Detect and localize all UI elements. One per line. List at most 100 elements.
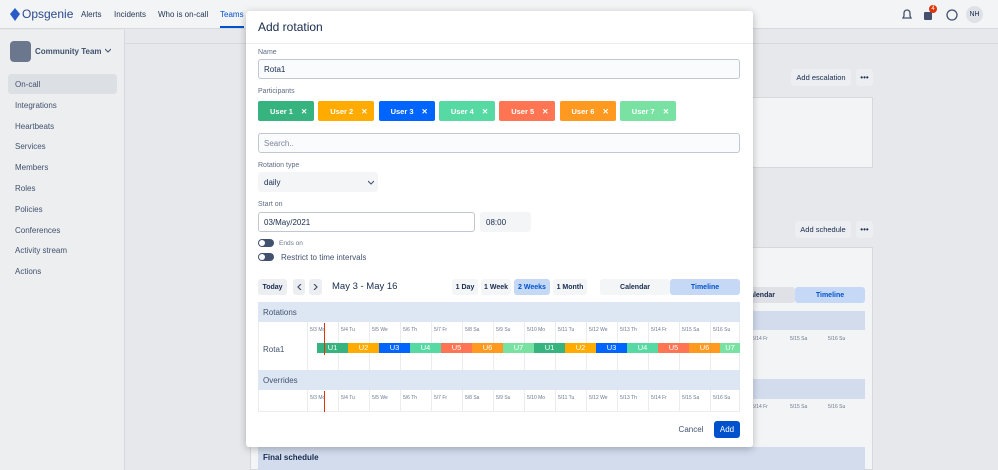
participant-name: User 5 <box>511 106 535 116</box>
remove-icon[interactable]: ✕ <box>481 106 489 116</box>
day-label: 5/8 Sa <box>465 327 480 333</box>
view-tab[interactable]: Calendar <box>600 279 670 295</box>
remove-icon[interactable]: ✕ <box>542 106 549 116</box>
sidebar-item[interactable]: Integrations <box>15 100 57 110</box>
next-button[interactable] <box>309 279 322 295</box>
participant-chip[interactable]: User 6 ✕ <box>559 101 616 121</box>
sidebar-item[interactable]: On-call <box>8 74 117 94</box>
start-date-input[interactable]: 03/May/2021 <box>258 212 475 232</box>
sidebar-item[interactable]: Services <box>15 142 46 152</box>
participant-chip[interactable]: User 4 ✕ <box>438 101 495 121</box>
nav-item[interactable]: Alerts <box>81 10 102 19</box>
remove-icon[interactable]: ✕ <box>421 106 428 116</box>
chevron <box>105 48 111 53</box>
timeline-tab[interactable]: Timeline <box>795 287 865 303</box>
period-button[interactable]: 2 Weeks <box>514 279 550 295</box>
shift-bar: U5 <box>658 343 689 353</box>
shift-bar: U1 <box>534 343 565 353</box>
shift-bar: U7 <box>503 343 534 353</box>
participant-chip[interactable]: User 7 ✕ <box>619 101 676 121</box>
add-schedule-button[interactable]: Add schedule <box>795 221 851 238</box>
avatar[interactable]: NH <box>966 6 983 23</box>
participant-chip[interactable]: User 5 ✕ <box>499 101 556 121</box>
now-line <box>324 391 325 412</box>
date-label: 5/15 Sa <box>790 336 808 342</box>
today-button[interactable]: Today <box>258 279 287 295</box>
cancel-button[interactable]: Cancel <box>673 421 709 438</box>
grid-line <box>679 390 680 412</box>
sidebar-item[interactable]: Roles <box>15 184 36 193</box>
nav-item[interactable]: Who is on-call <box>158 10 209 19</box>
view-tab[interactable]: Timeline <box>670 279 740 295</box>
search-input[interactable]: Search.. <box>258 133 740 153</box>
participant-chip[interactable]: User 1 ✕ <box>258 101 314 121</box>
grid-line <box>400 390 401 412</box>
logo: Opsgenie <box>22 7 74 21</box>
grid-line <box>307 322 308 370</box>
day-label: 5/11 Tu <box>558 395 575 401</box>
participant-name: User 6 <box>571 106 595 116</box>
sidebar-item[interactable]: Heartbeats <box>15 121 55 131</box>
day-label: 5/9 Su <box>496 327 511 333</box>
date-range: May 3 - May 16 <box>332 281 398 292</box>
more-button[interactable]: ••• <box>856 221 873 238</box>
name-input[interactable]: Rota1 <box>258 59 740 79</box>
day-label: 5/10 Mo <box>527 327 546 333</box>
participant-chip[interactable]: User 3 ✕ <box>378 101 435 121</box>
day-label: 5/7 Fr <box>434 395 448 401</box>
day-label: 5/3 Mo <box>310 395 326 401</box>
grid-line <box>462 390 463 412</box>
final-schedule: Final schedule <box>258 447 865 470</box>
sidebar-item[interactable]: Actions <box>15 267 42 277</box>
day-label: 5/13 Th <box>620 327 637 333</box>
day-label: 5/15 Sa <box>682 395 700 401</box>
sidebar-item[interactable]: Conferences <box>15 225 61 235</box>
overrides-header: Overrides <box>258 370 740 390</box>
day-label: 5/16 Su <box>713 395 731 401</box>
day-label: 5/14 Fr <box>651 327 667 333</box>
date-label: 5/16 Su <box>828 404 846 410</box>
date-label: 5/14 Fr <box>752 336 768 342</box>
start-time-input[interactable]: 08:00 <box>480 212 531 232</box>
shift-bar: U6 <box>689 343 720 353</box>
participant-name: User 2 <box>330 106 354 116</box>
prev-button[interactable] <box>293 279 305 295</box>
divider <box>246 43 753 44</box>
sidebar-item[interactable]: Policies <box>15 204 43 214</box>
add-button[interactable]: Add <box>714 421 740 438</box>
restrict-label: Restrict to time intervals <box>281 253 367 262</box>
shift-bar: U4 <box>627 343 658 353</box>
shift-bar: U4 <box>410 343 441 353</box>
grid-line <box>307 390 308 412</box>
grid-line <box>493 390 494 412</box>
participant-chip[interactable]: User 2 ✕ <box>318 101 375 121</box>
day-label: 5/9 Su <box>496 395 511 401</box>
team-name[interactable]: Community Team <box>35 47 102 56</box>
remove-icon[interactable]: ✕ <box>662 106 670 116</box>
rotation-type-select[interactable]: daily <box>258 172 378 192</box>
arrow <box>296 284 301 290</box>
shift-bar: U3 <box>596 343 627 353</box>
grid-line <box>710 390 711 412</box>
remove-icon[interactable]: ✕ <box>300 106 308 116</box>
grid-line <box>555 390 556 412</box>
period-button[interactable]: 1 Day <box>452 279 478 295</box>
sidebar-item[interactable]: Activity stream <box>15 246 68 256</box>
nav-item[interactable]: Teams <box>220 10 244 28</box>
label: Rotation type <box>258 162 300 169</box>
day-label: 5/3 Mo <box>310 327 326 333</box>
participant-name: User 7 <box>631 106 655 116</box>
nav-item[interactable]: Incidents <box>114 10 147 19</box>
team-icon <box>10 41 31 62</box>
remove-icon[interactable]: ✕ <box>602 106 609 116</box>
add-escalation-button[interactable]: Add escalation <box>791 69 851 86</box>
more-button[interactable]: ••• <box>856 69 873 86</box>
sidebar-item[interactable]: Members <box>15 163 49 173</box>
sidebar <box>0 30 125 470</box>
period-button[interactable]: 1 Week <box>481 279 511 295</box>
period-button[interactable]: 1 Month <box>553 279 587 295</box>
toggles[interactable] <box>258 239 275 263</box>
remove-icon[interactable]: ✕ <box>361 106 368 116</box>
arrow <box>313 284 318 290</box>
